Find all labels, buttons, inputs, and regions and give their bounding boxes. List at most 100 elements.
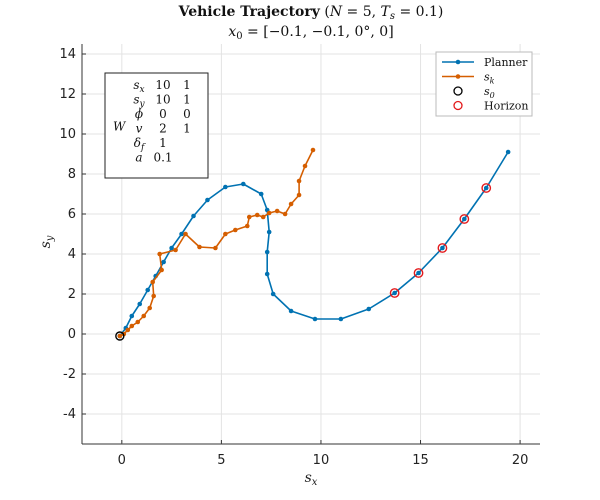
chart-title-group: Vehicle Trajectory (N = 5, Ts = 0.1) x0 … [178, 4, 444, 42]
legend-marker [453, 86, 463, 96]
legend-marker [455, 59, 461, 65]
y-tick-label: 14 [59, 47, 76, 62]
weights-symbol: ϕ [135, 107, 143, 121]
planner-point [416, 270, 421, 276]
weights-symbol: a [135, 151, 142, 165]
weights-value: 1 [159, 136, 167, 150]
planner-point [312, 316, 318, 322]
y-tick-label: 0 [68, 327, 76, 342]
planner-point [205, 197, 210, 203]
sk-point [266, 210, 272, 216]
weights-value: 0.1 [153, 151, 172, 165]
legend-marker [455, 74, 461, 79]
sk-point [151, 293, 156, 299]
weights-value: 0 [183, 107, 191, 121]
y-tick-label: 6 [68, 207, 76, 222]
chart-title: Vehicle Trajectory (N = 5, Ts = 0.1) [178, 4, 444, 22]
horizon-point [437, 243, 448, 253]
planner-point [392, 290, 397, 296]
weights-symbol: δf [134, 136, 146, 153]
x-tick-label: 20 [512, 453, 529, 468]
planner-point [270, 291, 276, 297]
legend-label: Planner [484, 56, 528, 69]
series-s0 [115, 331, 125, 341]
sk-point [147, 305, 153, 311]
planner-point [179, 231, 184, 237]
y-tick-label: 12 [59, 87, 76, 102]
x-axis-ticks: 0 5 10 15 20 [118, 440, 529, 468]
sk-point [183, 231, 188, 237]
y-axis-ticks: 14 12 10 8 6 4 2 0 -2 -4 [59, 47, 86, 422]
weights-value: 10 [155, 78, 170, 92]
legend-marker [453, 100, 463, 111]
legend-label: s0 [484, 85, 495, 100]
sk-point [223, 231, 228, 237]
weights-value: 1 [183, 93, 191, 107]
weights-table: Wsx 10 1sy 10 1ϕ 0 0v 2 1δf 1a 0.1 [104, 72, 209, 179]
sk-point [296, 192, 302, 198]
y-tick-label: 10 [59, 127, 76, 142]
sk-point [213, 245, 218, 251]
chart-subtitle: x0 = [−0.1, −0.1, 0°, 0] [228, 24, 393, 42]
sk-point [244, 223, 250, 229]
sk-point [125, 327, 131, 333]
weights-value: 2 [159, 122, 167, 136]
horizon-point [413, 268, 424, 278]
weights-value: 0 [159, 107, 167, 121]
planner-point [223, 184, 228, 190]
sk-point [173, 247, 178, 253]
sk-point [141, 313, 147, 319]
s0-point [115, 331, 125, 341]
planner-point [505, 149, 511, 155]
horizon-point [459, 214, 470, 224]
y-tick-label: -2 [63, 367, 76, 382]
planner-point [264, 271, 270, 277]
legend-label: sk [484, 71, 495, 86]
y-tick-label: 4 [68, 247, 76, 262]
planner-point [266, 229, 272, 235]
planner-point [483, 185, 489, 191]
y-tick-label: 8 [68, 167, 76, 182]
sk-point [246, 214, 252, 220]
weights-value: 10 [155, 93, 170, 107]
x-tick-label: 0 [118, 453, 126, 468]
horizon-point [389, 288, 400, 298]
sk-point [274, 208, 280, 214]
legend-label: Horizon [484, 100, 529, 113]
sk-point [302, 163, 308, 169]
weights-symbol: sx [133, 78, 144, 95]
planner-point [288, 308, 294, 314]
planner-point [366, 306, 372, 312]
weights-value: 1 [183, 78, 191, 92]
planner-point [129, 313, 135, 319]
planner-point [137, 301, 143, 307]
planner-point [264, 249, 270, 255]
y-tick-label: 2 [68, 287, 76, 302]
planner-point [169, 245, 174, 251]
sk-point [157, 251, 162, 257]
weights-box [104, 72, 209, 179]
planner-point [440, 245, 445, 251]
y-axis-label: sy [38, 235, 56, 248]
sk-point [310, 147, 316, 153]
sk-point [282, 211, 288, 217]
planner-point [240, 181, 246, 187]
x-axis-label: sx [305, 470, 318, 488]
sk-point [117, 333, 123, 339]
x-tick-label: 10 [313, 453, 330, 468]
planner-point [145, 287, 151, 293]
sk-point [254, 212, 260, 218]
sk-point [129, 323, 135, 329]
horizon-point [481, 183, 492, 193]
planner-point [258, 191, 264, 197]
y-tick-label: -4 [63, 407, 76, 422]
weights-symbol: sy [133, 93, 145, 110]
sk-point [197, 244, 202, 250]
sk-point [288, 201, 294, 207]
sk-point [233, 227, 238, 233]
weights-label: W [113, 120, 127, 134]
sk-point [159, 267, 164, 273]
planner-point [462, 216, 467, 222]
